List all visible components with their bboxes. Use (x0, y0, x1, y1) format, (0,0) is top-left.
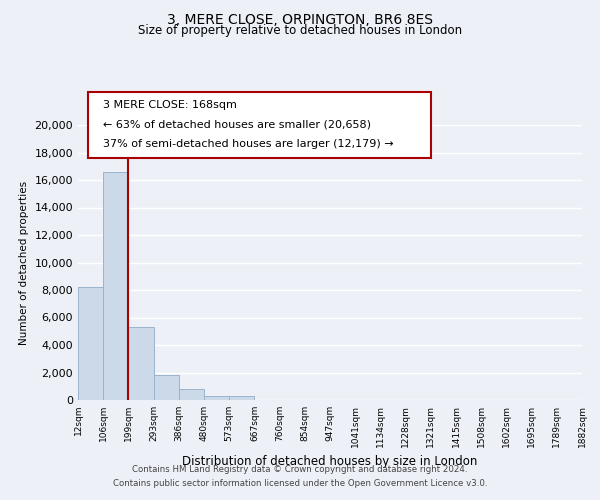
Bar (154, 375, 179, 400)
Bar (204, 396, 229, 400)
Text: ← 63% of detached houses are smaller (20,658): ← 63% of detached houses are smaller (20… (103, 120, 371, 130)
Text: Size of property relative to detached houses in London: Size of property relative to detached ho… (138, 24, 462, 37)
Bar (179, 389, 204, 400)
Text: 37% of semi-detached houses are larger (12,179) →: 37% of semi-detached houses are larger (… (103, 138, 394, 149)
Bar (229, 396, 254, 400)
Text: 3, MERE CLOSE, ORPINGTON, BR6 8ES: 3, MERE CLOSE, ORPINGTON, BR6 8ES (167, 12, 433, 26)
Y-axis label: Number of detached properties: Number of detached properties (19, 180, 29, 344)
Text: 3 MERE CLOSE: 168sqm: 3 MERE CLOSE: 168sqm (103, 100, 237, 110)
X-axis label: Distribution of detached houses by size in London: Distribution of detached houses by size … (182, 456, 478, 468)
Bar (128, 327, 154, 400)
Bar (103, 172, 128, 400)
Bar (78, 287, 103, 400)
Text: Contains HM Land Registry data © Crown copyright and database right 2024.
Contai: Contains HM Land Registry data © Crown c… (113, 466, 487, 487)
FancyBboxPatch shape (88, 92, 431, 158)
